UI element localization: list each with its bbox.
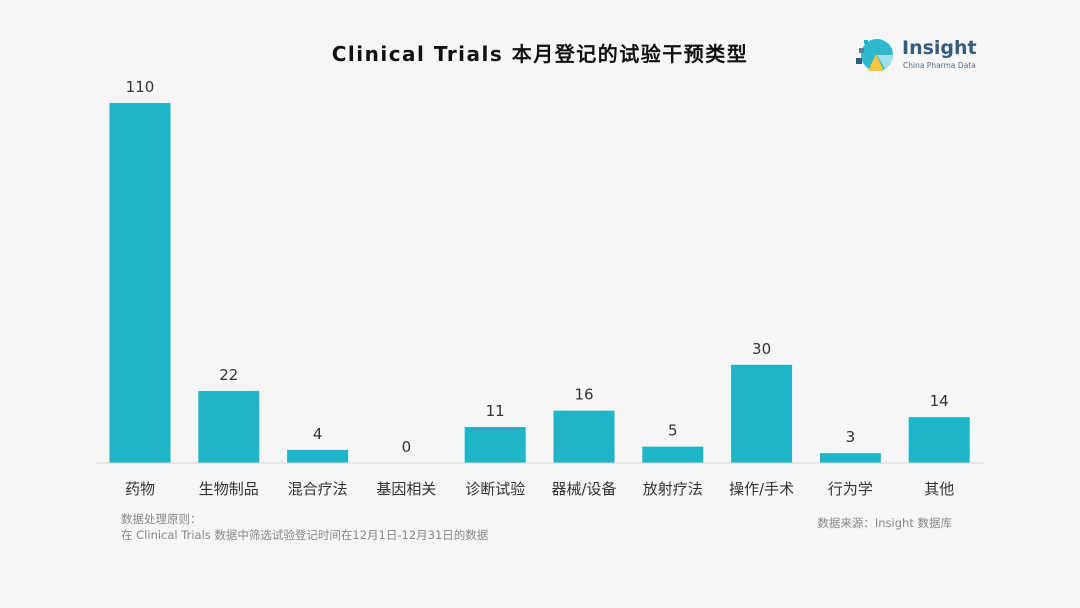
bar-0 [109,103,171,463]
value-label-6: 5 [668,422,678,440]
chart-title: Clinical Trials 本月登记的试验干预类型 [331,42,749,66]
value-label-8: 3 [846,428,856,446]
value-label-2: 4 [313,425,323,443]
bar-4 [464,427,526,463]
bar-9 [908,417,970,463]
value-label-4: 11 [486,402,505,420]
bar-8 [819,453,881,463]
category-label-5: 器械/设备 [551,480,616,498]
value-label-7: 30 [752,340,771,358]
data-source: 数据来源：Insight 数据库 [817,516,952,530]
insight-logo: Insight China Pharma Data [855,34,985,78]
category-label-0: 药物 [125,480,155,498]
bar-2 [287,449,349,463]
value-label-0: 110 [126,78,155,96]
value-label-3: 0 [402,438,412,456]
category-label-1: 生物制品 [199,480,259,498]
data-processing-note: 数据处理原则： 在 Clinical Trials 数据中筛选试验登记时间在12… [121,511,488,543]
bar-7 [731,364,793,463]
category-label-3: 基因相关 [376,480,436,498]
category-label-6: 放射疗法 [643,480,703,498]
value-labels-group: 110 22 4 0 11 16 5 30 3 14 [126,78,949,456]
bars-group [109,103,970,463]
bar-1 [198,391,260,463]
logo-subtitle: China Pharma Data [903,61,976,70]
insight-logo-icon [856,39,894,71]
bar-5 [553,410,615,463]
category-label-4: 诊断试验 [465,480,525,498]
category-label-8: 行为学 [828,480,873,498]
category-label-2: 混合疗法 [288,480,348,498]
note-detail: 在 Clinical Trials 数据中筛选试验登记时间在12月1日-12月3… [121,528,489,542]
note-heading: 数据处理原则： [121,512,202,526]
logo-wordmark: Insight [902,37,977,59]
category-label-9: 其他 [924,480,954,498]
bar-6 [642,446,704,463]
category-labels-group: 药物 生物制品 混合疗法 基因相关 诊断试验 器械/设备 放射疗法 操作/手术 行为学 其他 [125,480,954,498]
value-label-5: 16 [574,386,593,404]
category-label-7: 操作/手术 [729,480,794,498]
value-label-9: 14 [930,392,949,410]
value-label-1: 22 [219,366,238,384]
